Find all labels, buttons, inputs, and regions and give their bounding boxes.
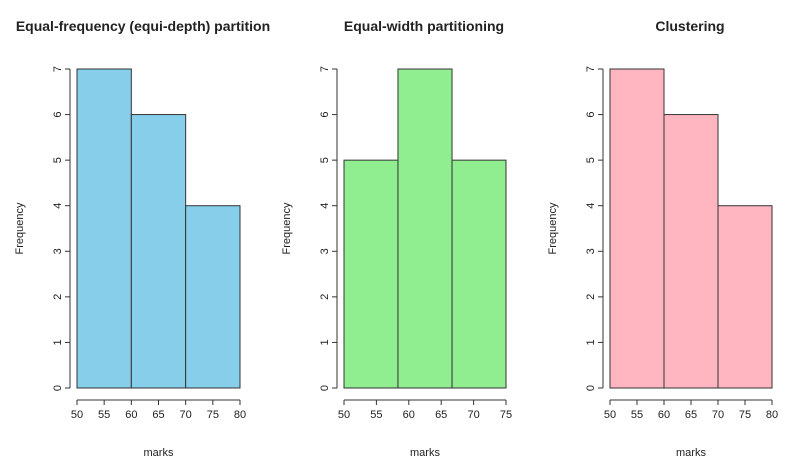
y-tick-label: 6 (585, 112, 597, 118)
x-tick-label: 60 (125, 409, 137, 421)
y-tick-label: 6 (319, 112, 331, 118)
y-tick-label: 6 (52, 112, 64, 118)
x-tick-label: 65 (152, 409, 164, 421)
y-tick-label: 3 (585, 248, 597, 254)
x-tick-label: 55 (631, 409, 643, 421)
histogram-bar (185, 205, 241, 389)
y-tick-label: 4 (585, 203, 597, 209)
x-tick-label: 60 (658, 409, 670, 421)
y-axis-label: Frequency (547, 202, 559, 254)
y-tick-label: 2 (319, 294, 331, 300)
x-tick-label: 50 (71, 409, 83, 421)
x-tick-label: 50 (604, 409, 616, 421)
histogram-bar (609, 68, 665, 389)
histogram-bar (663, 114, 719, 389)
chart-panel-2: Equal-width partitioning 0 1 2 3 4 5 6 7 50 55 60 65… (281, 18, 512, 459)
histogram-bar (343, 159, 399, 389)
y-tick-label: 5 (319, 157, 331, 163)
y-tick-label: 3 (319, 248, 331, 254)
y-tick-label: 1 (52, 339, 64, 345)
y-tick-label: 7 (585, 66, 597, 72)
x-tick-label: 60 (403, 409, 415, 421)
y-tick-label: 2 (52, 294, 64, 300)
y-tick-label: 0 (52, 385, 64, 391)
x-tick-label: 75 (500, 409, 512, 421)
histogram-bar (76, 68, 132, 389)
x-tick-label: 70 (712, 409, 724, 421)
chart-title: Equal-frequency (equi-depth) partition (16, 18, 270, 34)
y-tick-label: 7 (319, 66, 331, 72)
y-tick-label: 1 (585, 339, 597, 345)
histogram-bar (130, 114, 187, 389)
y-tick-label: 2 (585, 294, 597, 300)
y-tick-label: 7 (52, 66, 64, 72)
chart-panel-3: Clustering 0 1 2 3 4 5 6 7 50 55 60 65 70 75 80 marks Fre… (547, 18, 778, 459)
x-tick-label: 55 (370, 409, 382, 421)
chart-panel-1: Equal-frequency (equi-depth) partition 0 1… (14, 18, 270, 459)
histogram-bar (397, 68, 453, 389)
x-tick-label: 80 (234, 409, 246, 421)
y-tick-label: 4 (319, 203, 331, 209)
y-tick-label: 4 (52, 203, 64, 209)
y-axis-label: Frequency (14, 202, 26, 254)
y-tick-label: 3 (52, 248, 64, 254)
x-tick-label: 65 (685, 409, 697, 421)
x-tick-label: 70 (467, 409, 479, 421)
x-tick-label: 75 (739, 409, 751, 421)
x-tick-label: 80 (766, 409, 778, 421)
x-tick-label: 70 (180, 409, 192, 421)
histogram-bar (451, 159, 507, 389)
x-tick-label: 65 (435, 409, 447, 421)
x-axis-label: marks (410, 447, 440, 459)
x-axis-label: marks (676, 447, 706, 459)
y-tick-label: 0 (585, 385, 597, 391)
x-axis-label: marks (144, 447, 174, 459)
y-tick-label: 5 (585, 157, 597, 163)
histogram-bar (717, 205, 773, 389)
x-tick-label: 75 (207, 409, 219, 421)
x-tick-label: 55 (98, 409, 110, 421)
y-axis-label: Frequency (281, 202, 293, 254)
y-tick-label: 0 (319, 385, 331, 391)
y-tick-label: 1 (319, 339, 331, 345)
chart-title: Equal-width partitioning (344, 18, 504, 34)
y-tick-label: 5 (52, 157, 64, 163)
x-tick-label: 50 (338, 409, 350, 421)
chart-title: Clustering (655, 18, 724, 34)
